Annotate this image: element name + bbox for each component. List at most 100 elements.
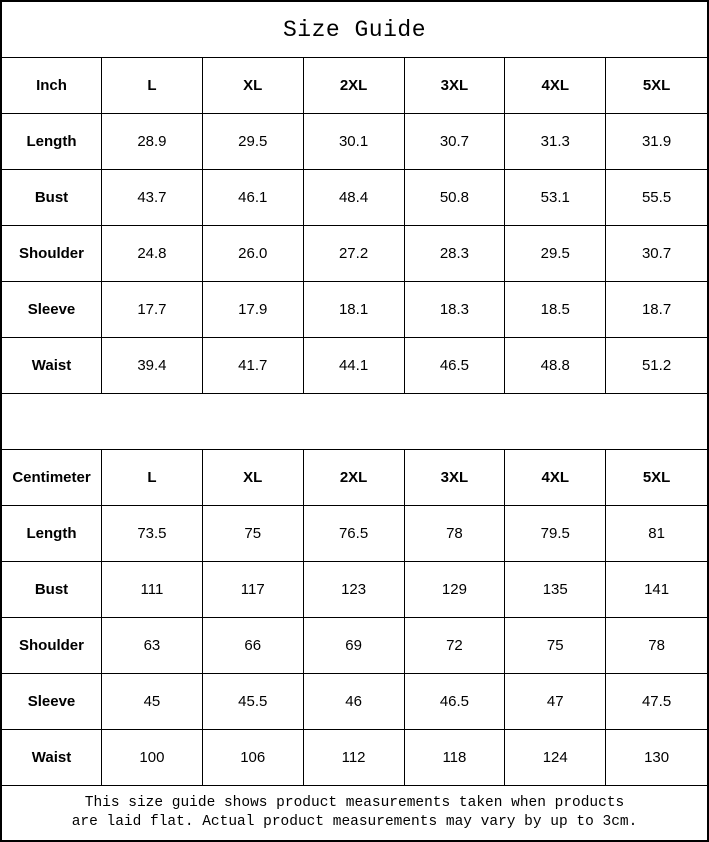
measurement-cell: 46 <box>304 674 405 729</box>
measurement-cell: 66 <box>203 618 304 673</box>
row-label-cell: Bust <box>2 170 102 225</box>
measurement-cell: 47 <box>505 674 607 729</box>
measurement-row: Sleeve 45 45.5 46 46.5 47 47.5 <box>2 674 707 730</box>
measurement-cell: 78 <box>405 506 506 561</box>
measurement-cell: 30.1 <box>304 114 405 169</box>
measurement-cell: 106 <box>203 730 304 785</box>
measurement-cell: 75 <box>505 618 607 673</box>
row-label-cell: Shoulder <box>2 226 102 281</box>
size-header-cell: 2XL <box>304 450 405 505</box>
row-label-cell: Shoulder <box>2 618 102 673</box>
measurement-cell: 112 <box>304 730 405 785</box>
row-label-cell: Sleeve <box>2 282 102 337</box>
measurement-row: Shoulder 24.8 26.0 27.2 28.3 29.5 30.7 <box>2 226 707 282</box>
measurement-cell: 48.4 <box>304 170 405 225</box>
size-header-cell: 4XL <box>505 450 607 505</box>
unit-header-cell: Centimeter <box>2 450 102 505</box>
size-header-cell: 3XL <box>405 58 506 113</box>
measurement-cell: 76.5 <box>304 506 405 561</box>
measurement-cell: 45 <box>102 674 203 729</box>
measurement-cell: 73.5 <box>102 506 203 561</box>
measurement-cell: 44.1 <box>304 338 405 393</box>
measurement-cell: 111 <box>102 562 203 617</box>
size-header-cell: 3XL <box>405 450 506 505</box>
size-header-cell: L <box>102 58 203 113</box>
measurement-cell: 18.3 <box>405 282 506 337</box>
measurement-cell: 28.9 <box>102 114 203 169</box>
measurement-cell: 26.0 <box>203 226 304 281</box>
size-header-cell: 2XL <box>304 58 405 113</box>
measurement-cell: 141 <box>644 581 670 598</box>
measurement-cell: 123 <box>304 562 405 617</box>
measurement-cell: 29.5 <box>505 226 607 281</box>
size-header-cell: 4XL <box>505 58 607 113</box>
row-label-cell: Bust <box>2 562 102 617</box>
measurement-cell: 17.7 <box>102 282 203 337</box>
row-label-cell: Waist <box>2 338 102 393</box>
size-header-cell: XL <box>203 58 304 113</box>
measurement-cell: 31.3 <box>505 114 607 169</box>
measurement-cell: 46.1 <box>203 170 304 225</box>
measurement-cell: 30.7 <box>405 114 506 169</box>
measurement-cell: 48.8 <box>505 338 607 393</box>
measurement-cell: 41.7 <box>203 338 304 393</box>
measurement-cell: 28.3 <box>405 226 506 281</box>
measurement-cell: 53.1 <box>505 170 607 225</box>
measurement-cell: 72 <box>405 618 506 673</box>
measurement-cell: 78 <box>648 637 665 654</box>
measurement-cell: 135 <box>505 562 607 617</box>
size-header-cell: L <box>102 450 203 505</box>
measurement-cell: 45.5 <box>203 674 304 729</box>
measurement-cell: 50.8 <box>405 170 506 225</box>
size-header-cell: XL <box>203 450 304 505</box>
measurement-cell: 46.5 <box>405 674 506 729</box>
disclaimer-line-1: This size guide shows product measuremen… <box>84 795 625 811</box>
measurement-cell: 46.5 <box>405 338 506 393</box>
measurement-cell: 18.1 <box>304 282 405 337</box>
measurement-row: Sleeve 17.7 17.9 18.1 18.3 18.5 18.7 <box>2 282 707 338</box>
measurement-cell: 75 <box>203 506 304 561</box>
unit-header-cell: Inch <box>2 58 102 113</box>
measurement-row: Bust 43.7 46.1 48.4 50.8 53.1 55.5 <box>2 170 707 226</box>
row-label-cell: Length <box>2 114 102 169</box>
measurement-cell: 69 <box>304 618 405 673</box>
measurement-cell: 129 <box>405 562 506 617</box>
measurement-row: Waist 39.4 41.7 44.1 46.5 48.8 51.2 <box>2 338 707 394</box>
page-title: Size Guide <box>2 2 707 58</box>
measurement-cell: 117 <box>203 562 304 617</box>
size-table-inch: Inch L XL 2XL 3XL 4XL 5XL Length 28.9 29.5 30.1 30.… <box>2 58 707 394</box>
row-label-cell: Length <box>2 506 102 561</box>
measurement-row: Bust 111 117 123 129 135 141 <box>2 562 707 618</box>
row-label-cell: Waist <box>2 730 102 785</box>
size-header-row: Inch L XL 2XL 3XL 4XL 5XL <box>2 58 707 114</box>
measurement-cell: 31.9 <box>641 133 672 150</box>
measurement-cell: 55.5 <box>641 189 672 206</box>
measurement-row: Length 28.9 29.5 30.1 30.7 31.3 31.9 <box>2 114 707 170</box>
measurement-cell: 43.7 <box>102 170 203 225</box>
size-header-cell: 5XL <box>642 469 671 486</box>
measurement-row: Waist 100 106 112 118 124 130 <box>2 730 707 786</box>
measurement-cell: 18.5 <box>505 282 607 337</box>
measurement-cell: 130 <box>644 749 670 766</box>
row-label-cell: Sleeve <box>2 674 102 729</box>
measurement-row: Shoulder 63 66 69 72 75 78 <box>2 618 707 674</box>
measurement-cell: 81 <box>648 525 665 542</box>
measurement-cell: 29.5 <box>203 114 304 169</box>
measurement-cell: 100 <box>102 730 203 785</box>
measurement-cell: 63 <box>102 618 203 673</box>
measurement-cell: 51.2 <box>641 357 672 374</box>
measurement-cell: 17.9 <box>203 282 304 337</box>
size-header-cell: 5XL <box>642 77 671 94</box>
size-header-row: Centimeter L XL 2XL 3XL 4XL 5XL <box>2 450 707 506</box>
measurement-cell: 47.5 <box>641 693 672 710</box>
size-table-centimeter: Centimeter L XL 2XL 3XL 4XL 5XL Length 73.5 75 76.… <box>2 450 707 786</box>
measurement-cell: 30.7 <box>641 245 672 262</box>
measurement-cell: 118 <box>405 730 506 785</box>
measurement-cell: 39.4 <box>102 338 203 393</box>
disclaimer-line-2: are laid flat. Actual product measuremen… <box>71 814 638 830</box>
measurement-row: Length 73.5 75 76.5 78 79.5 81 <box>2 506 707 562</box>
measurement-cell: 79.5 <box>505 506 607 561</box>
measurement-cell: 24.8 <box>102 226 203 281</box>
table-spacer <box>2 394 707 450</box>
